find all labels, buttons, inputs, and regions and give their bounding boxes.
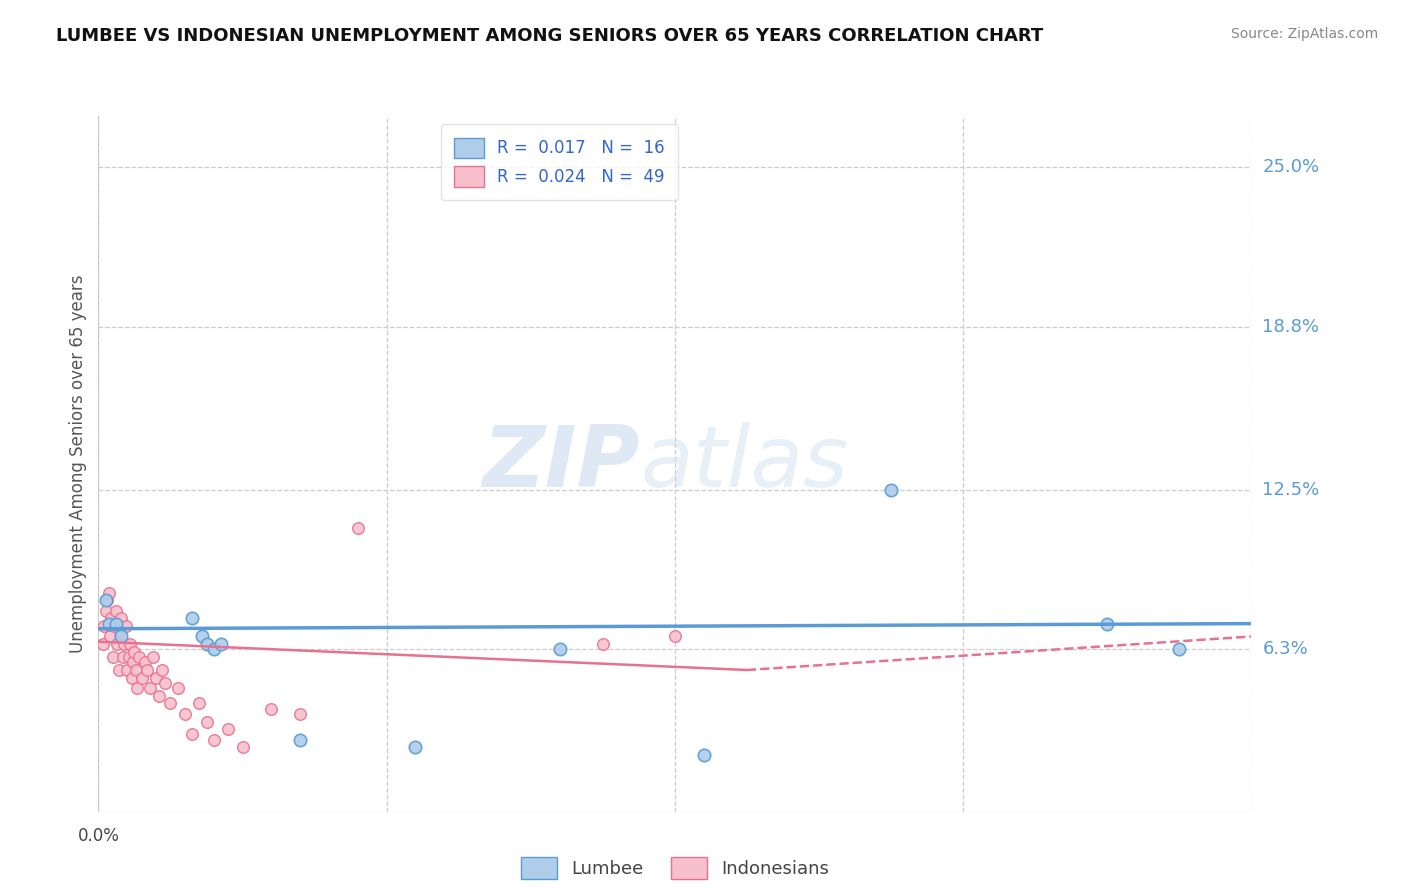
Point (174, 706, 197, 721)
Text: LUMBEE VS INDONESIAN UNEMPLOYMENT AMONG SENIORS OVER 65 YEARS CORRELATION CHART: LUMBEE VS INDONESIAN UNEMPLOYMENT AMONG … (56, 27, 1043, 45)
Point (100, 611, 122, 625)
Point (159, 697, 181, 711)
Point (153, 676, 176, 690)
Point (108, 624, 131, 639)
Point (124, 645, 146, 659)
Point (181, 611, 204, 625)
Point (101, 650, 124, 665)
Point (592, 637, 614, 651)
Point (880, 483, 903, 497)
Point (148, 689, 170, 703)
Point (195, 714, 218, 729)
Point (111, 650, 134, 665)
Point (548, 642, 571, 657)
Point (346, 521, 368, 535)
Point (145, 671, 167, 685)
Point (181, 727, 204, 741)
Point (128, 650, 150, 665)
Point (104, 616, 127, 631)
Point (290, 706, 312, 721)
Point (125, 663, 148, 677)
Point (664, 630, 686, 644)
Point (139, 681, 162, 695)
Text: 18.8%: 18.8% (1263, 318, 1319, 336)
Text: ZIP: ZIP (482, 422, 640, 506)
Point (188, 697, 211, 711)
Text: Source: ZipAtlas.com: Source: ZipAtlas.com (1230, 27, 1378, 41)
Legend: Lumbee, Indonesians: Lumbee, Indonesians (513, 850, 837, 886)
Point (1168, 642, 1191, 657)
Point (260, 701, 283, 715)
Point (114, 619, 136, 633)
Point (118, 650, 141, 665)
Point (94, 604, 117, 618)
Point (191, 630, 214, 644)
Point (142, 650, 165, 665)
Point (209, 637, 232, 651)
Y-axis label: Unemployment Among Seniors over 65 years: Unemployment Among Seniors over 65 years (69, 275, 87, 653)
Point (105, 637, 128, 651)
Point (134, 655, 156, 669)
Point (121, 671, 143, 685)
Point (94, 593, 117, 607)
Point (112, 637, 135, 651)
Point (110, 611, 132, 625)
Point (166, 681, 188, 695)
Point (103, 619, 125, 633)
Point (96, 593, 118, 607)
Point (122, 655, 145, 669)
Text: 25.0%: 25.0% (1263, 159, 1320, 177)
Point (117, 663, 138, 677)
Text: atlas: atlas (640, 422, 848, 506)
Text: 0.0%: 0.0% (77, 827, 120, 845)
Point (202, 732, 225, 747)
Point (98, 630, 121, 644)
Point (131, 671, 153, 685)
Text: 6.3%: 6.3% (1263, 640, 1308, 658)
Point (104, 604, 127, 618)
Point (405, 740, 427, 755)
Point (231, 740, 254, 755)
Point (693, 747, 716, 762)
Point (136, 663, 159, 677)
Point (217, 723, 239, 737)
Point (120, 637, 142, 651)
Point (110, 630, 132, 644)
Point (195, 637, 218, 651)
Point (150, 663, 173, 677)
Point (107, 663, 129, 677)
Point (1097, 616, 1119, 631)
Point (127, 681, 149, 695)
Point (91, 637, 114, 651)
Point (93, 619, 115, 633)
Point (202, 642, 225, 657)
Text: 12.5%: 12.5% (1263, 481, 1320, 499)
Point (290, 732, 312, 747)
Point (97, 616, 120, 631)
Point (97, 585, 120, 599)
